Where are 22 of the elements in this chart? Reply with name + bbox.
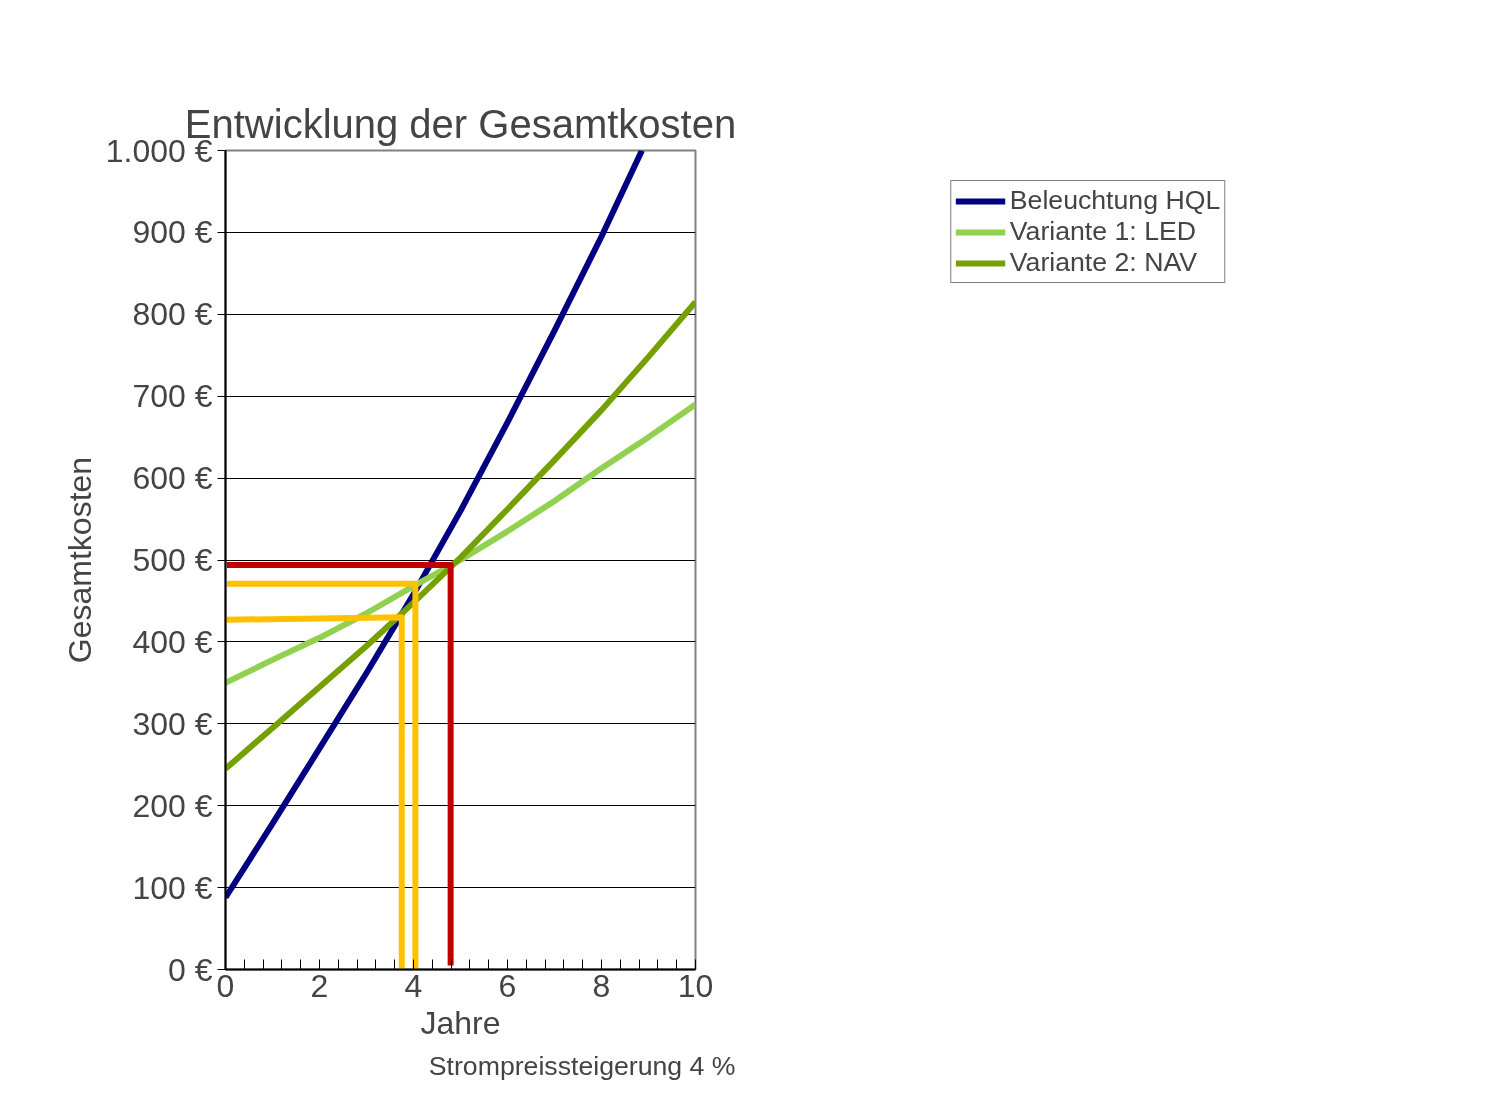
- y-tick-label: 300 €: [132, 705, 213, 742]
- x-tick-label: 0: [216, 967, 235, 1004]
- y-tick-label: 400 €: [132, 623, 213, 660]
- y-axis-title: Gesamtkosten: [61, 456, 98, 664]
- legend-label: Variante 1: LED: [1009, 216, 1197, 247]
- legend-label: Variante 2: NAV: [1009, 247, 1198, 278]
- y-tick-label: 900 €: [132, 214, 213, 251]
- text: Strompreissteigerung 4 %: [428, 1050, 736, 1081]
- x-tick-label: 6: [498, 967, 517, 1004]
- y-tick-label: 200 €: [132, 787, 213, 824]
- legend-label: Beleuchtung HQL: [1009, 185, 1221, 216]
- x-tick-label: 8: [592, 967, 611, 1004]
- y-tick-label: 500 €: [132, 542, 213, 578]
- y-tick-label: 0 €: [168, 951, 213, 988]
- x-tick-label: 10: [677, 967, 714, 1004]
- y-tick-label: 600 €: [132, 460, 213, 497]
- y-tick-label: 800 €: [132, 296, 213, 333]
- y-tick-label: 100 €: [132, 869, 213, 906]
- y-tick-label: 700 €: [132, 378, 213, 415]
- x-tick-label: 2: [310, 967, 329, 1004]
- x-tick-label: 4: [404, 967, 423, 1004]
- x-axis-title: Jahre: [420, 1004, 501, 1041]
